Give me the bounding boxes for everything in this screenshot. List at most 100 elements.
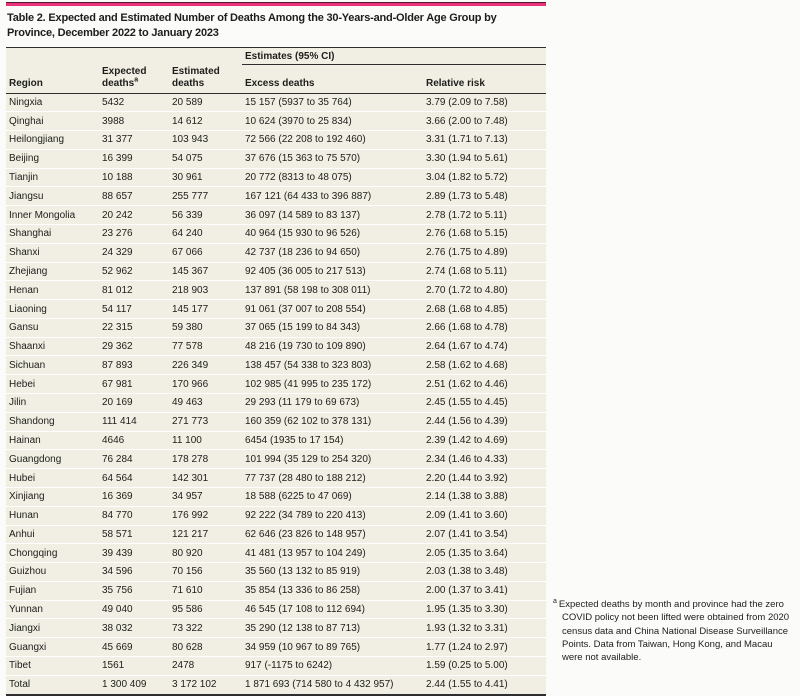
- table-body: Ningxia 5432 20 589 15 157 (5937 to 35 7…: [6, 93, 547, 695]
- cell-excess-deaths: 167 121 (64 433 to 396 887): [242, 186, 423, 206]
- cell-expected-deaths: 23 276: [99, 224, 169, 244]
- cell-region: Hubei: [6, 468, 99, 488]
- table-row: Xinjiang 16 369 34 957 18 588 (6225 to 4…: [6, 486, 547, 507]
- cell-estimated-deaths: 54 075: [169, 148, 242, 169]
- cell-relative-risk: 2.14 (1.38 to 3.88): [423, 486, 547, 507]
- table-row: Shandong 111 414 271 773 160 359 (62 102…: [6, 411, 547, 432]
- cell-estimated-deaths: 95 586: [169, 599, 242, 619]
- cell-region: Yunnan: [6, 599, 99, 619]
- cell-expected-deaths: 76 284: [99, 449, 169, 469]
- cell-excess-deaths: 18 588 (6225 to 47 069): [242, 486, 423, 507]
- cell-estimated-deaths: 142 301: [169, 468, 242, 488]
- column-header-region: Region: [6, 64, 99, 94]
- cell-region: Guangxi: [6, 637, 99, 657]
- cell-estimated-deaths: 14 612: [169, 111, 242, 131]
- cell-estimated-deaths: 80 920: [169, 543, 242, 563]
- table-panel: Table 2. Expected and Estimated Number o…: [6, 2, 547, 696]
- cell-expected-deaths: 1 300 409: [99, 674, 169, 695]
- cell-relative-risk: 3.30 (1.94 to 5.61): [423, 148, 547, 169]
- cell-expected-deaths: 1561: [99, 655, 169, 676]
- table-row: Jilin 20 169 49 463 29 293 (11 179 to 69…: [6, 393, 547, 413]
- cell-estimated-deaths: 176 992: [169, 505, 242, 525]
- column-header-row: Region Expected deathsa Estimated deaths…: [6, 64, 547, 94]
- cell-excess-deaths: 42 737 (18 236 to 94 650): [242, 242, 423, 263]
- cell-relative-risk: 2.39 (1.42 to 4.69): [423, 430, 547, 450]
- table-header: Estimates (95% CI) Region Expected death…: [6, 47, 547, 94]
- group-header-spacer: [6, 47, 242, 65]
- cell-estimated-deaths: 3 172 102: [169, 674, 242, 695]
- cell-estimated-deaths: 11 100: [169, 430, 242, 450]
- cell-excess-deaths: 91 061 (37 007 to 208 554): [242, 299, 423, 319]
- cell-expected-deaths: 31 377: [99, 130, 169, 150]
- column-header-relative-risk: Relative risk: [423, 64, 547, 94]
- cell-region: Heilongjiang: [6, 130, 99, 150]
- cell-region: Hainan: [6, 430, 99, 450]
- cell-relative-risk: 2.09 (1.41 to 3.60): [423, 505, 547, 525]
- cell-region: Shaanxi: [6, 336, 99, 356]
- table-row: Zhejiang 52 962 145 367 92 405 (36 005 t…: [6, 261, 547, 281]
- cell-excess-deaths: 102 985 (41 995 to 235 172): [242, 374, 423, 394]
- table-row: Inner Mongolia 20 242 56 339 36 097 (14 …: [6, 205, 547, 225]
- cell-relative-risk: 3.79 (2.09 to 7.58): [423, 93, 547, 112]
- cell-region: Tianjin: [6, 167, 99, 187]
- cell-relative-risk: 2.70 (1.72 to 4.80): [423, 280, 547, 300]
- cell-relative-risk: 2.44 (1.56 to 4.39): [423, 411, 547, 432]
- cell-relative-risk: 3.66 (2.00 to 7.48): [423, 111, 547, 131]
- table-title: Table 2. Expected and Estimated Number o…: [7, 12, 497, 39]
- cell-region: Shanxi: [6, 242, 99, 263]
- cell-excess-deaths: 10 624 (3970 to 25 834): [242, 111, 423, 131]
- cell-excess-deaths: 41 481 (13 957 to 104 249): [242, 543, 423, 563]
- cell-excess-deaths: 92 405 (36 005 to 217 513): [242, 261, 423, 281]
- cell-expected-deaths: 54 117: [99, 299, 169, 319]
- cell-relative-risk: 3.04 (1.82 to 5.72): [423, 167, 547, 187]
- table-row: Total 1 300 409 3 172 102 1 871 693 (714…: [6, 674, 547, 695]
- expected-deaths-label: Expected deaths: [102, 65, 147, 89]
- cell-estimated-deaths: 2478: [169, 655, 242, 676]
- cell-expected-deaths: 4646: [99, 430, 169, 450]
- cell-relative-risk: 2.89 (1.73 to 5.48): [423, 186, 547, 206]
- cell-relative-risk: 1.59 (0.25 to 5.00): [423, 655, 547, 676]
- table-row: Anhui 58 571 121 217 62 646 (23 826 to 1…: [6, 524, 547, 544]
- cell-expected-deaths: 22 315: [99, 317, 169, 338]
- cell-excess-deaths: 37 676 (15 363 to 75 570): [242, 148, 423, 169]
- cell-estimated-deaths: 71 610: [169, 580, 242, 601]
- cell-relative-risk: 2.00 (1.37 to 3.41): [423, 580, 547, 601]
- cell-relative-risk: 2.05 (1.35 to 3.64): [423, 543, 547, 563]
- table-row: Henan 81 012 218 903 137 891 (58 198 to …: [6, 280, 547, 300]
- cell-expected-deaths: 52 962: [99, 261, 169, 281]
- cell-region: Henan: [6, 280, 99, 300]
- table-row: Gansu 22 315 59 380 37 065 (15 199 to 84…: [6, 317, 547, 338]
- cell-region: Sichuan: [6, 355, 99, 375]
- table-row: Tibet 1561 2478 917 (-1175 to 6242) 1.59…: [6, 655, 547, 676]
- cell-region: Chongqing: [6, 543, 99, 563]
- cell-relative-risk: 2.76 (1.68 to 5.15): [423, 224, 547, 244]
- cell-excess-deaths: 34 959 (10 967 to 89 765): [242, 637, 423, 657]
- cell-relative-risk: 2.64 (1.67 to 4.74): [423, 336, 547, 356]
- cell-region: Guangdong: [6, 449, 99, 469]
- cell-region: Beijing: [6, 148, 99, 169]
- deaths-by-province-table: Estimates (95% CI) Region Expected death…: [6, 47, 547, 696]
- cell-estimated-deaths: 178 278: [169, 449, 242, 469]
- cell-estimated-deaths: 34 957: [169, 486, 242, 507]
- cell-expected-deaths: 64 564: [99, 468, 169, 488]
- cell-estimated-deaths: 49 463: [169, 393, 242, 413]
- table-row: Liaoning 54 117 145 177 91 061 (37 007 t…: [6, 299, 547, 319]
- group-header-estimates: Estimates (95% CI): [242, 47, 547, 66]
- cell-excess-deaths: 1 871 693 (714 580 to 4 432 957): [242, 674, 423, 695]
- cell-expected-deaths: 5432: [99, 93, 169, 112]
- cell-excess-deaths: 35 560 (13 132 to 85 919): [242, 562, 423, 582]
- cell-expected-deaths: 87 893: [99, 355, 169, 375]
- table-row: Tianjin 10 188 30 961 20 772 (8313 to 48…: [6, 167, 547, 187]
- cell-relative-risk: 2.76 (1.75 to 4.89): [423, 242, 547, 263]
- cell-estimated-deaths: 67 066: [169, 242, 242, 263]
- table-row: Heilongjiang 31 377 103 943 72 566 (22 2…: [6, 130, 547, 150]
- cell-expected-deaths: 81 012: [99, 280, 169, 300]
- column-header-excess-deaths: Excess deaths: [242, 64, 423, 94]
- cell-estimated-deaths: 70 156: [169, 562, 242, 582]
- cell-estimated-deaths: 103 943: [169, 130, 242, 150]
- cell-excess-deaths: 15 157 (5937 to 35 764): [242, 93, 423, 112]
- cell-relative-risk: 2.58 (1.62 to 4.68): [423, 355, 547, 375]
- cell-estimated-deaths: 271 773: [169, 411, 242, 432]
- table-row: Hebei 67 981 170 966 102 985 (41 995 to …: [6, 374, 547, 394]
- table-row: Qinghai 3988 14 612 10 624 (3970 to 25 8…: [6, 111, 547, 131]
